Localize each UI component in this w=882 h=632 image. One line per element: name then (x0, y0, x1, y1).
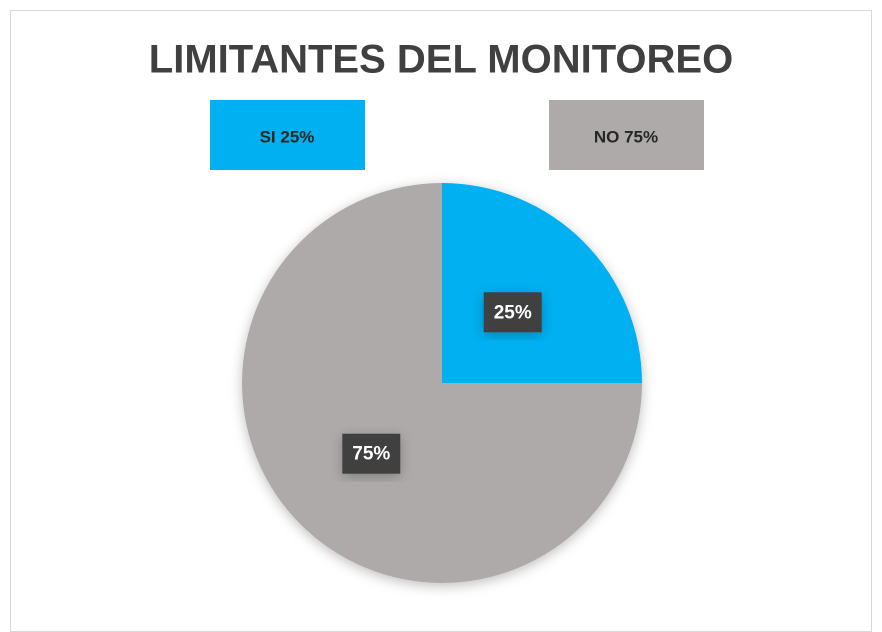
legend-label: NO 75% (594, 127, 658, 146)
pie (242, 183, 642, 583)
pie-slice (242, 183, 642, 583)
data-label-box (342, 433, 401, 474)
data-label-box (483, 292, 542, 333)
pie-slice (442, 183, 642, 383)
chart-title: LIMITANTES DEL MONITOREO (149, 38, 733, 82)
legend-swatch (210, 100, 365, 170)
data-label: 75% (352, 444, 390, 465)
legend-label: SI 25% (260, 127, 315, 146)
data-label: 25% (494, 302, 532, 323)
legend-swatch (549, 100, 704, 170)
